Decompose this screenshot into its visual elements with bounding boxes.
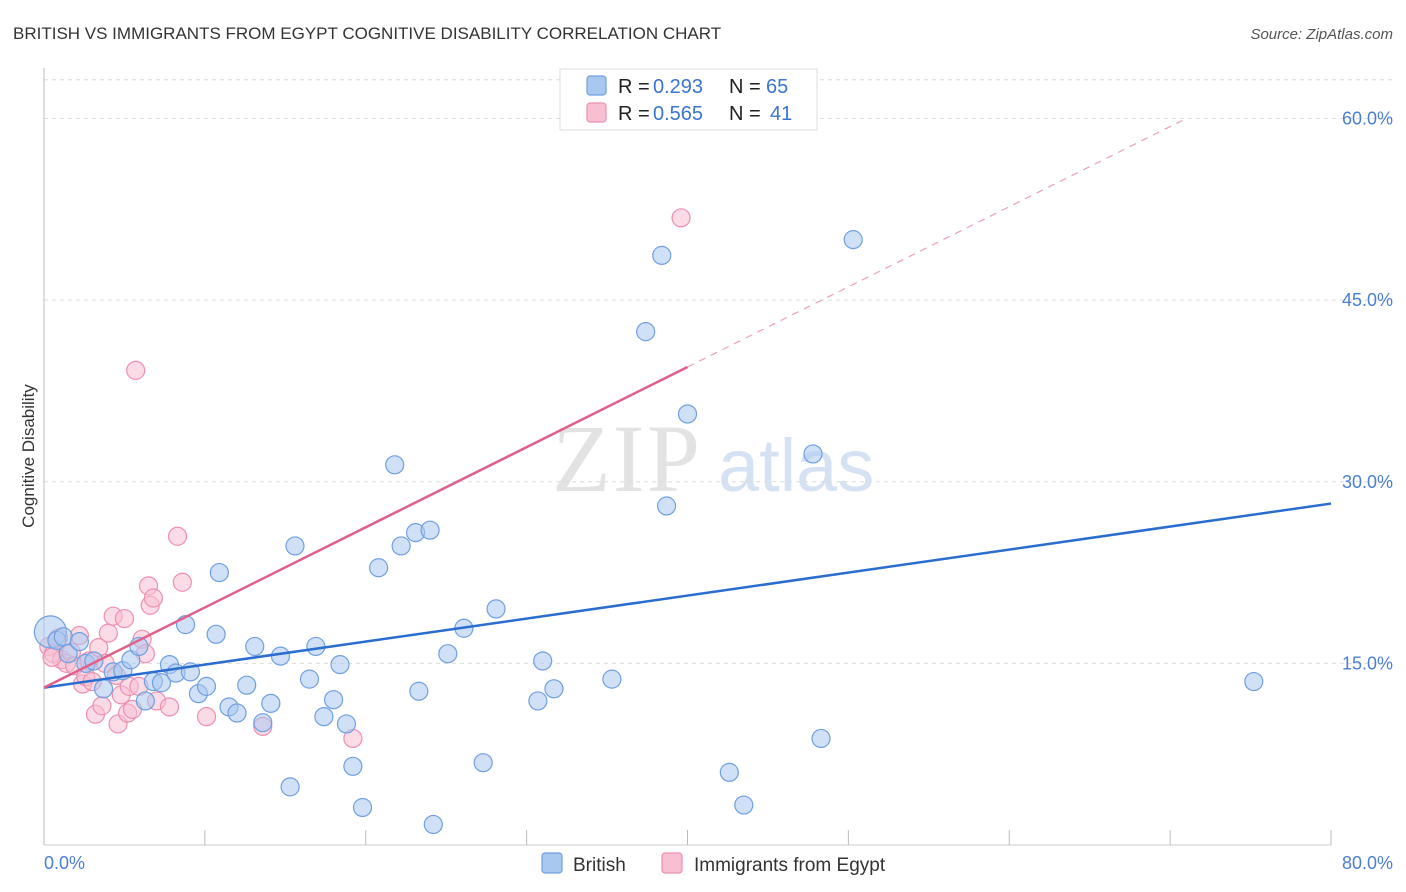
egypt-point-14 [92,696,112,716]
egypt-trend-line [43,365,689,689]
british-points [33,230,1264,835]
y-tick-label-60: 60.0% [1342,109,1393,129]
british-trend-line [43,502,1332,689]
british-point-29 [270,646,291,666]
legend-r-value-egypt: 0.565 [653,103,703,125]
british-point-34 [314,707,334,727]
watermark-zip: ZIP [552,405,702,512]
x-tick-label-right: 80.0% [1342,853,1393,873]
legend-swatch-egypt [586,102,607,123]
legend-swatch-british [586,75,607,96]
bottom-legend-swatch-egypt [661,852,683,874]
british-point-42 [391,536,411,556]
british-point-20 [196,676,217,696]
egypt-point-39 [671,208,691,228]
british-point-38 [343,756,363,776]
british-point-61 [803,444,823,464]
british-point-28 [261,693,281,713]
british-point-12 [135,691,155,711]
british-point-22 [209,562,229,583]
y-axis-label: Cognitive Disability [19,384,38,528]
bottom-legend: British Immigrants from Egypt [541,852,886,876]
british-point-31 [285,536,305,556]
british-point-54 [602,669,622,689]
egypt-point-16 [98,623,118,643]
british-point-45 [420,520,440,540]
british-point-32 [299,669,320,689]
british-point-24 [227,703,247,723]
british-point-55 [636,322,656,342]
british-point-26 [245,636,265,657]
y-tick-labels: 15.0% 30.0% 45.0% 60.0% [1342,109,1393,674]
gridlines [44,79,1393,664]
british-point-62 [811,728,831,749]
egypt-point-21 [114,608,135,629]
british-point-41 [385,455,405,475]
egypt-point-31 [143,588,163,608]
bottom-legend-swatch-british [541,852,563,874]
bottom-legend-label-british: British [573,855,626,876]
british-point-3 [58,644,78,664]
british-point-57 [656,496,677,516]
egypt-trend-line-extension [687,118,1187,368]
legend-n-value-egypt: 41 [770,103,792,125]
egypt-point-33 [159,697,180,717]
y-tick-label-30: 30.0% [1342,472,1393,492]
british-point-60 [734,795,754,815]
british-point-39 [352,797,373,818]
british-point-44 [409,681,429,701]
chart-title: BRITISH VS IMMIGRANTS FROM EGYPT COGNITI… [13,24,721,43]
y-tick-label-45: 45.0% [1342,290,1393,310]
british-point-4 [69,631,89,652]
british-point-25 [237,675,257,695]
british-point-14 [151,673,172,693]
british-point-59 [719,762,739,782]
legend-r-label-egypt: R = [618,103,650,125]
british-point-46 [423,814,443,835]
british-point-37 [336,714,357,734]
legend-n-label-british: N = [729,76,761,98]
british-point-30 [280,777,300,797]
british-point-53 [544,679,564,699]
british-point-40 [369,558,389,578]
legend-box: R = 0.293 N = 65 R = 0.565 N = 41 [559,68,818,131]
legend-r-label-british: R = [618,76,650,98]
egypt-point-36 [196,707,217,727]
british-point-36 [330,654,350,675]
egypt-point-34 [167,526,188,546]
y-tick-label-15: 15.0% [1342,653,1393,673]
british-point-51 [528,691,548,711]
legend-n-label-egypt: N = [729,103,761,125]
x-tick-label-left: 0.0% [44,853,85,873]
trend-lines [43,118,1332,689]
british-point-47 [438,644,458,664]
british-point-56 [652,245,672,265]
british-point-27 [253,713,273,733]
british-point-52 [533,651,553,671]
british-point-50 [486,599,506,619]
watermark: ZIP atlas [552,405,874,512]
british-point-21 [206,624,226,644]
egypt-point-25 [126,360,146,380]
watermark-atlas: atlas [718,424,874,507]
x-ticks [43,830,1332,845]
british-point-35 [323,690,344,710]
british-point-49 [473,753,493,773]
british-point-63 [843,230,863,250]
british-point-64 [1244,671,1264,692]
british-point-2 [53,627,73,647]
bottom-legend-label-egypt: Immigrants from Egypt [694,855,886,876]
british-point-58 [677,404,698,424]
british-point-33 [306,636,326,657]
legend-r-value-british: 0.293 [653,76,703,98]
egypt-point-35 [172,572,192,592]
legend-n-value-british: 65 [766,76,788,98]
british-point-7 [93,679,114,699]
egypt-point-40 [42,647,62,667]
source-label: Source: ZipAtlas.com [1250,26,1393,43]
